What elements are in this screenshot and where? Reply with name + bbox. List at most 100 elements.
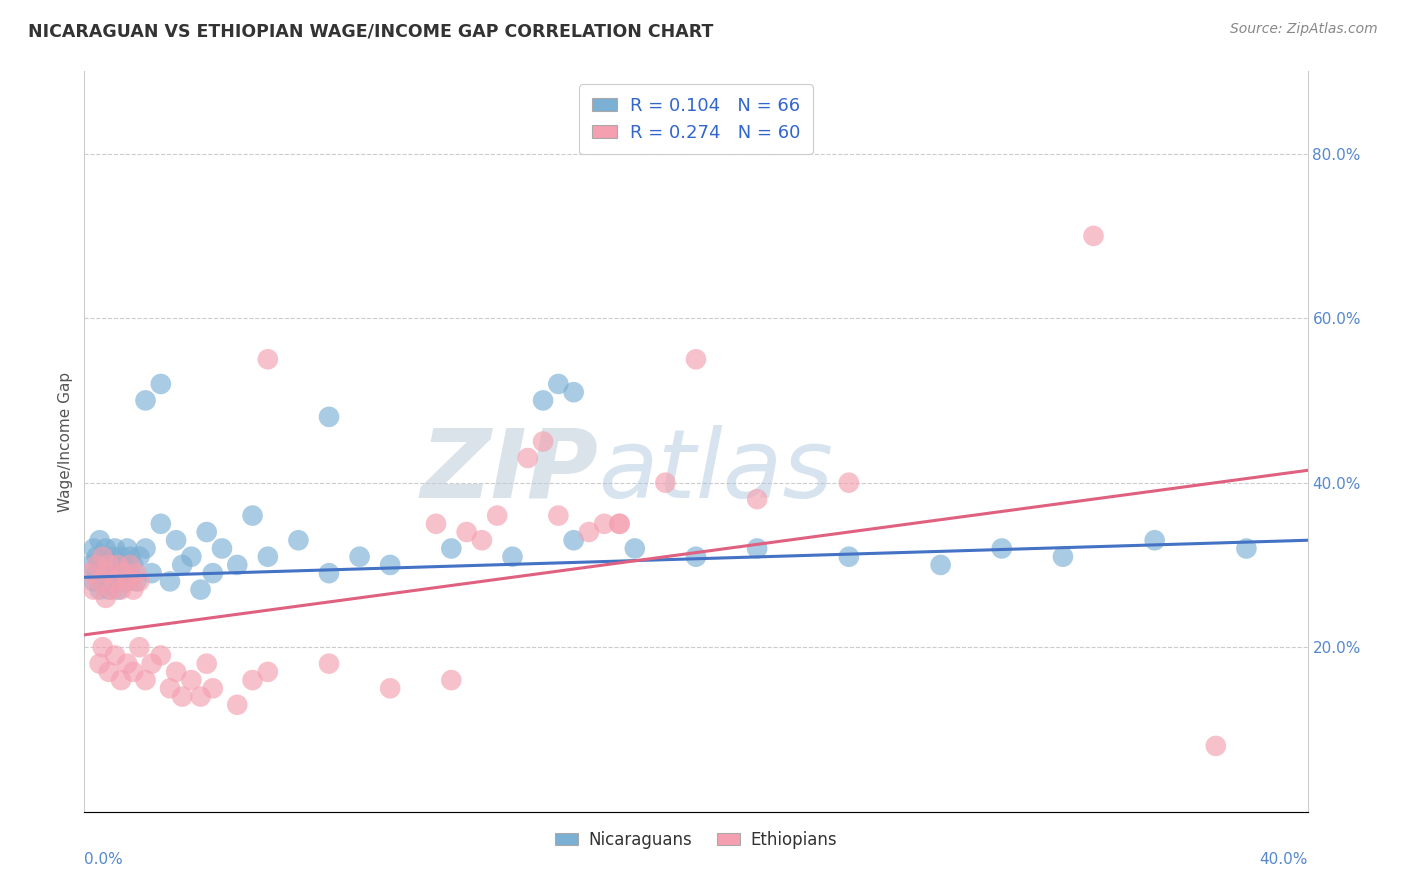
Point (110, 673, 132, 687)
Point (89, 582, 111, 597)
Point (624, 541, 647, 556)
Point (380, 681, 402, 696)
Text: ZIP: ZIP (420, 425, 598, 517)
Text: 40.0%: 40.0% (1260, 853, 1308, 867)
Point (502, 549, 524, 564)
Point (104, 648, 127, 663)
Point (122, 558, 145, 572)
Point (112, 566, 135, 581)
Point (97, 665, 120, 679)
Point (180, 673, 202, 687)
Point (547, 508, 569, 523)
Text: atlas: atlas (598, 425, 834, 517)
Point (226, 698, 249, 712)
Point (562, 533, 585, 548)
Point (195, 524, 218, 539)
Point (91, 640, 114, 655)
Point (562, 385, 585, 400)
Point (159, 681, 181, 696)
Point (122, 582, 145, 597)
Point (86, 566, 108, 581)
Point (685, 352, 707, 367)
Point (89, 558, 111, 572)
Point (456, 524, 478, 539)
Point (226, 558, 249, 572)
Point (94, 541, 117, 556)
Point (135, 393, 157, 408)
Point (531, 393, 554, 408)
Point (104, 574, 127, 589)
Point (201, 566, 224, 581)
Point (83, 574, 105, 589)
Point (149, 376, 172, 391)
Point (165, 665, 187, 679)
Point (91, 549, 114, 564)
Point (380, 558, 402, 572)
Point (112, 558, 135, 572)
Point (128, 640, 150, 655)
Point (349, 549, 371, 564)
Point (128, 574, 150, 589)
Point (838, 475, 860, 490)
Text: 0.0%: 0.0% (84, 853, 124, 867)
Point (172, 558, 194, 572)
Point (440, 673, 463, 687)
Point (654, 475, 676, 490)
Point (257, 549, 280, 564)
Point (195, 657, 218, 671)
Point (471, 533, 494, 548)
Point (115, 574, 138, 589)
Point (547, 376, 569, 391)
Point (531, 434, 554, 449)
Point (115, 541, 138, 556)
Point (89, 657, 111, 671)
Point (201, 681, 224, 696)
Point (94, 566, 117, 581)
Point (578, 524, 600, 539)
Point (120, 549, 142, 564)
Point (991, 541, 1014, 556)
Y-axis label: Wage/Income Gap: Wage/Income Gap (58, 371, 73, 512)
Text: Source: ZipAtlas.com: Source: ZipAtlas.com (1230, 22, 1378, 37)
Point (104, 574, 127, 589)
Point (257, 665, 280, 679)
Point (83, 541, 105, 556)
Point (516, 450, 538, 465)
Point (101, 582, 124, 597)
Point (149, 648, 172, 663)
Point (685, 549, 707, 564)
Point (838, 549, 860, 564)
Point (190, 582, 212, 597)
Point (257, 352, 280, 367)
Point (91, 574, 114, 589)
Point (91, 549, 114, 564)
Point (165, 533, 187, 548)
Point (110, 566, 132, 581)
Point (86, 558, 108, 572)
Point (318, 566, 340, 581)
Point (110, 549, 132, 564)
Point (86, 549, 108, 564)
Point (1052, 549, 1074, 564)
Point (79, 566, 101, 581)
Point (107, 582, 129, 597)
Point (83, 582, 105, 597)
Point (172, 690, 194, 704)
Point (122, 665, 145, 679)
Point (593, 516, 616, 531)
Point (135, 673, 157, 687)
Point (287, 533, 309, 548)
Point (609, 516, 631, 531)
Point (440, 541, 463, 556)
Point (97, 558, 120, 572)
Point (101, 549, 124, 564)
Legend: Nicaraguans, Ethiopians: Nicaraguans, Ethiopians (548, 824, 844, 855)
Point (929, 558, 952, 572)
Point (89, 574, 111, 589)
Point (1083, 228, 1105, 243)
Point (242, 508, 264, 523)
Point (141, 566, 163, 581)
Point (1143, 533, 1166, 548)
Point (120, 566, 142, 581)
Point (94, 591, 117, 605)
